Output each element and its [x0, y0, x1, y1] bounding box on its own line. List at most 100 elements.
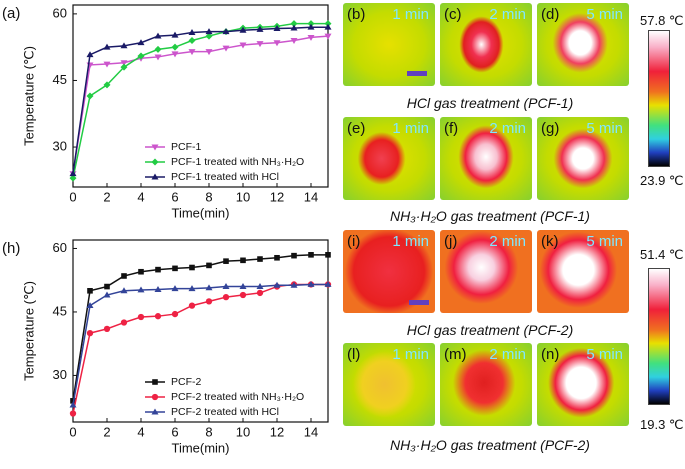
point — [86, 329, 94, 337]
point — [239, 26, 247, 33]
x-tick-label: 4 — [137, 424, 144, 439]
panel-label: (m) — [444, 346, 467, 363]
panel-label: (a) — [2, 5, 20, 22]
thermal-image: (g) 5 min — [537, 117, 629, 200]
legend-marker — [151, 144, 159, 151]
point — [120, 319, 128, 326]
point — [324, 33, 332, 40]
panel-label: (b) — [347, 6, 366, 23]
point — [205, 298, 213, 305]
point — [324, 23, 332, 30]
x-tick-label: 12 — [270, 189, 284, 204]
y-tick-label: 30 — [53, 367, 67, 382]
point — [189, 264, 195, 271]
y-axis-label: Temperature (℃) — [21, 281, 36, 381]
point — [205, 32, 213, 40]
point — [154, 54, 162, 61]
x-tick-label: 10 — [236, 424, 250, 439]
y-axis-label: Temperature (℃) — [21, 46, 36, 146]
time-label: 5 min — [586, 6, 623, 23]
scale-bar — [407, 71, 427, 76]
panel-label: (f) — [444, 120, 459, 137]
x-tick-label: 14 — [304, 424, 318, 439]
point — [290, 20, 298, 28]
x-tick-label: 0 — [69, 189, 76, 204]
plot-frame — [72, 239, 329, 423]
point — [137, 286, 145, 293]
series-line — [72, 22, 328, 179]
panel-label: (n) — [541, 346, 560, 363]
point — [120, 287, 128, 294]
point — [325, 252, 331, 258]
time-label: 1 min — [392, 346, 429, 363]
x-tick-label: 8 — [205, 424, 212, 439]
point — [121, 273, 127, 279]
point — [172, 265, 178, 272]
point — [206, 262, 212, 269]
time-label: 5 min — [586, 346, 623, 363]
x-tick-label: 12 — [270, 424, 284, 439]
thermal-image: (i) 1 min — [343, 230, 435, 313]
time-label: 1 min — [392, 6, 429, 23]
point — [222, 28, 230, 35]
point — [307, 280, 315, 287]
legend-label: PCF-2 — [171, 376, 201, 388]
point — [171, 310, 179, 318]
point — [120, 42, 128, 49]
caption: NH₃·H₂O gas treatment (PCF-2) — [390, 437, 590, 453]
point — [239, 42, 247, 49]
x-tick-label: 0 — [69, 424, 76, 439]
colorbar-min: 23.9 ℃ — [640, 173, 684, 188]
panel-label: (e) — [347, 120, 366, 137]
x-tick-label: 8 — [205, 189, 212, 204]
point — [222, 283, 230, 290]
x-tick-label: 14 — [304, 189, 318, 204]
point — [188, 37, 196, 45]
legend-marker — [151, 393, 159, 401]
point — [240, 257, 246, 264]
y-tick-label: 45 — [53, 303, 67, 318]
legend-marker — [151, 158, 159, 166]
legend-label: PCF-1 treated with NH₃·H₂O — [171, 156, 304, 168]
legend-label: PCF-1 treated with HCl — [171, 171, 279, 183]
caption: HCl gas treatment (PCF-2) — [406, 322, 574, 338]
point — [223, 258, 229, 264]
point — [154, 45, 162, 53]
point — [86, 51, 94, 58]
point — [222, 293, 230, 301]
colorbar — [648, 30, 670, 167]
point — [69, 410, 77, 417]
thermal-image: (j) 2 min — [440, 230, 532, 313]
time-label: 2 min — [489, 6, 526, 23]
point — [205, 28, 213, 35]
plot-frame — [72, 4, 329, 188]
legend-marker — [151, 408, 159, 415]
point — [256, 283, 264, 290]
legend-label: PCF-1 — [171, 141, 201, 153]
point — [120, 60, 128, 67]
panel-label: (h) — [2, 240, 20, 257]
time-label: 1 min — [392, 120, 429, 137]
point — [324, 20, 332, 28]
point — [188, 285, 196, 292]
legend-label: PCF-2 treated with NH₃·H₂O — [171, 391, 304, 403]
point — [171, 285, 179, 292]
point — [69, 401, 77, 408]
point — [205, 284, 213, 291]
point — [138, 268, 144, 275]
point — [103, 325, 111, 333]
legend-marker — [152, 379, 158, 385]
point — [103, 61, 111, 68]
point — [307, 34, 315, 41]
thermal-image: (c) 2 min — [440, 3, 532, 86]
time-label: 2 min — [489, 233, 526, 250]
x-tick-label: 2 — [103, 189, 110, 204]
point — [103, 81, 111, 89]
point — [308, 252, 314, 258]
point — [239, 291, 247, 299]
thermal-image: (l) 1 min — [343, 343, 435, 426]
panel-label: (i) — [347, 233, 361, 250]
colorbar-max: 51.4 ℃ — [640, 247, 684, 262]
